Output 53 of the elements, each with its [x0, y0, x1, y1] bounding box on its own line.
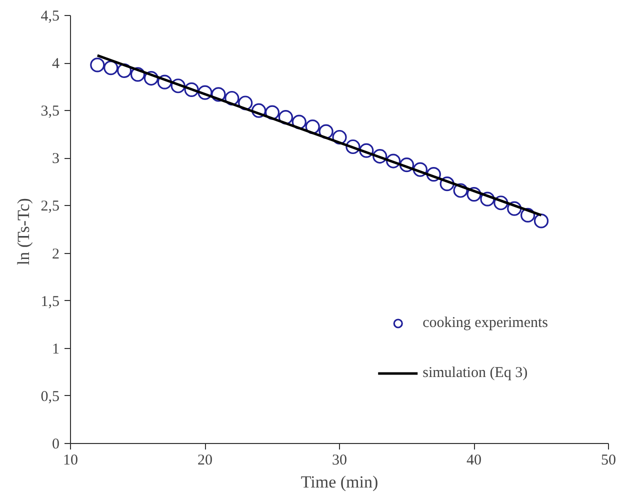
x-tick-label: 20 — [198, 452, 212, 468]
point — [305, 119, 320, 134]
point — [346, 139, 360, 154]
point — [412, 162, 428, 177]
point — [211, 87, 226, 102]
x-tick-label: 30 — [332, 452, 347, 468]
point — [507, 201, 522, 216]
point — [372, 148, 388, 164]
point — [292, 114, 306, 130]
y-tick-label: 1,5 — [40, 294, 60, 310]
point — [144, 70, 158, 86]
point — [130, 67, 146, 82]
point — [453, 183, 468, 198]
point — [359, 143, 374, 158]
y-tick-label: 1 — [52, 341, 60, 358]
y-tick-label: 0,5 — [40, 388, 60, 405]
x-tick-label: 40 — [466, 452, 482, 468]
point — [252, 103, 266, 118]
y-tick-label: 0 — [52, 436, 60, 452]
x-tick-label: 10 — [63, 452, 78, 468]
point — [117, 63, 132, 78]
y-tick-label: 3 — [52, 151, 60, 168]
point — [399, 158, 414, 172]
point — [318, 124, 334, 139]
y-tick-label: 2 — [52, 246, 60, 262]
point — [157, 74, 172, 90]
point — [534, 214, 549, 228]
x-axis-title: Time (min) — [300, 472, 378, 492]
point — [386, 154, 401, 168]
point — [238, 96, 253, 110]
point — [278, 110, 293, 125]
point — [440, 176, 454, 192]
point — [520, 208, 536, 223]
point — [426, 167, 441, 182]
y-tick-label: 4,5 — [40, 8, 60, 24]
y-tick-label: 2,5 — [40, 198, 60, 215]
point — [264, 105, 280, 120]
x-tick-label: 50 — [601, 452, 616, 468]
point — [466, 187, 482, 202]
point — [90, 58, 105, 72]
y-axis-title: ln (Ts-Tc) — [14, 198, 33, 266]
point — [198, 85, 212, 100]
y-tick-label: 3,5 — [40, 104, 60, 120]
point — [494, 196, 508, 210]
y-tick-label: 4 — [52, 56, 60, 72]
point — [170, 78, 186, 94]
point — [332, 130, 347, 145]
point — [184, 82, 199, 97]
legend-label: cooking experiments — [422, 314, 548, 332]
legend-label: simulation (Eq 3) — [422, 364, 528, 382]
point — [480, 192, 495, 206]
point — [224, 90, 240, 106]
point — [104, 60, 118, 76]
